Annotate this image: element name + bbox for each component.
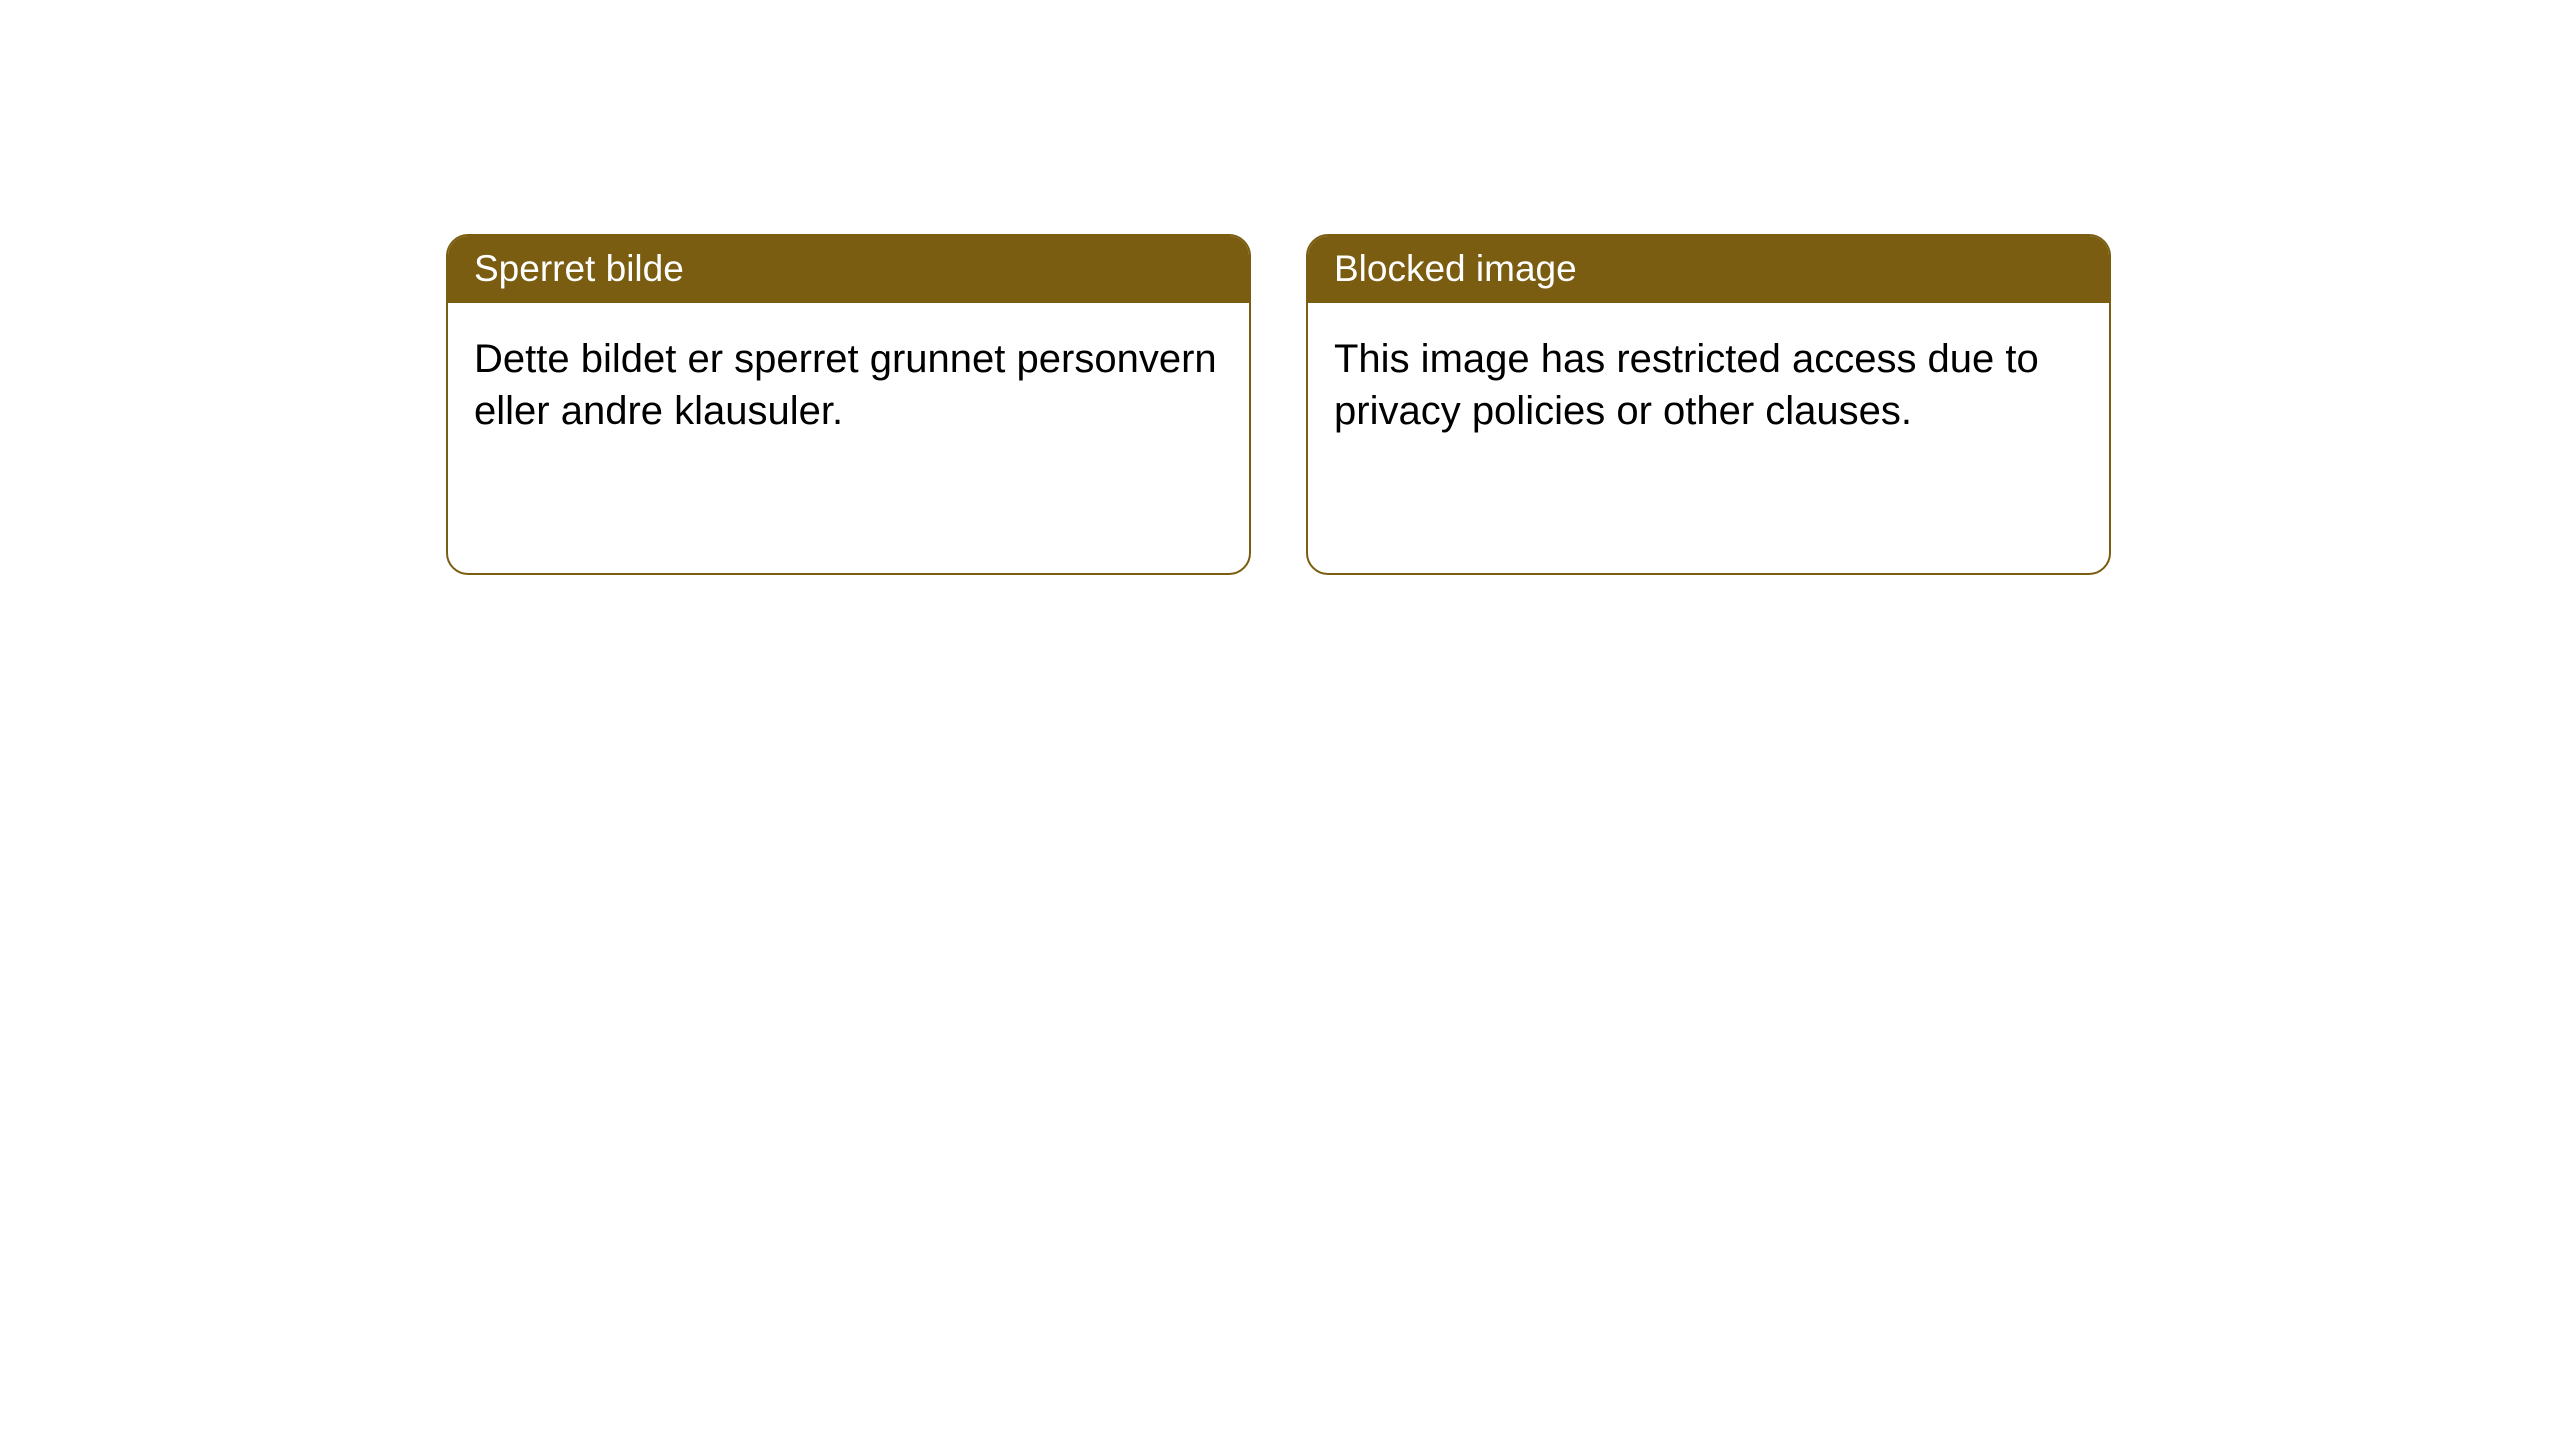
notice-header: Blocked image [1308,236,2109,303]
notice-box-norwegian: Sperret bilde Dette bildet er sperret gr… [446,234,1251,575]
notice-body: This image has restricted access due to … [1308,303,2109,573]
notice-body: Dette bildet er sperret grunnet personve… [448,303,1249,573]
notice-container: Sperret bilde Dette bildet er sperret gr… [446,234,2111,575]
notice-body-text: Dette bildet er sperret grunnet personve… [474,337,1217,433]
notice-header: Sperret bilde [448,236,1249,303]
notice-title: Blocked image [1334,248,1577,289]
notice-title: Sperret bilde [474,248,684,289]
notice-body-text: This image has restricted access due to … [1334,337,2039,433]
notice-box-english: Blocked image This image has restricted … [1306,234,2111,575]
